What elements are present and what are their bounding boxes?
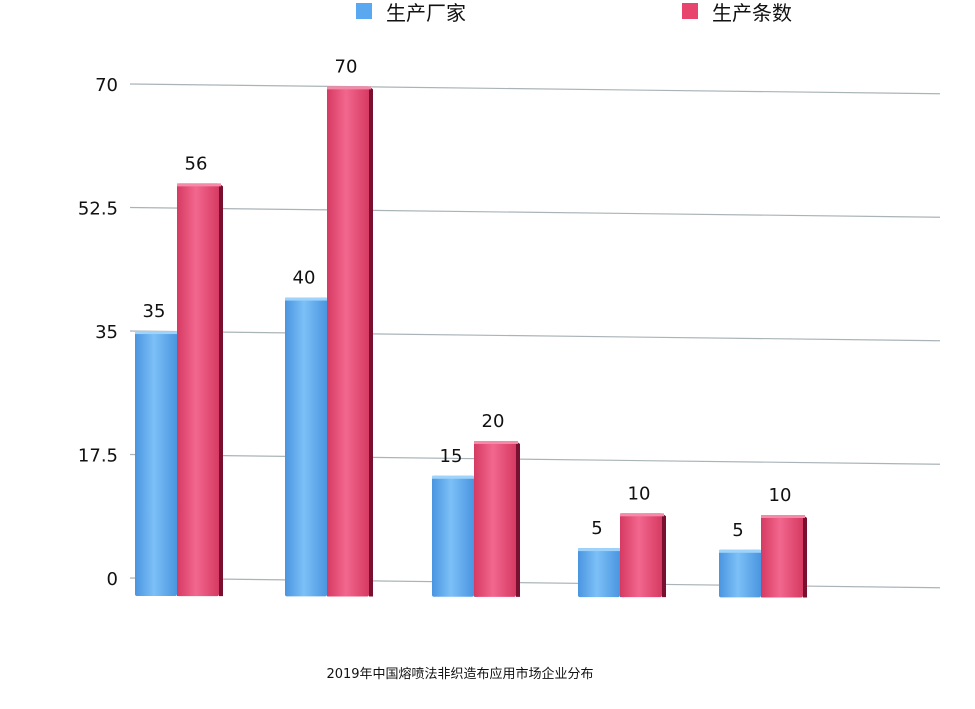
gridline (129, 83, 941, 95)
data-label: 5 (591, 518, 602, 539)
data-label: 5 (732, 520, 743, 541)
gridline (129, 206, 941, 218)
bar-manufacturers-2 (432, 475, 478, 597)
bar-lines-1 (327, 86, 373, 597)
data-label: 56 (185, 153, 208, 174)
data-label: 15 (440, 446, 463, 467)
bar-lines-0 (177, 183, 223, 597)
bar-manufacturers-3 (578, 548, 624, 598)
y-axis: 0 17.5 35 52.5 70 (78, 75, 118, 590)
bar-lines-3 (620, 513, 666, 598)
data-label: 70 (335, 56, 358, 77)
bars (135, 86, 807, 598)
bar-manufacturers-0 (135, 331, 181, 597)
y-tick-label: 17.5 (78, 446, 118, 467)
bar-manufacturers-1 (285, 297, 331, 597)
legend-label: 生产厂家 (386, 1, 466, 25)
data-labels: 35 40 15 5 5 56 70 20 10 10 (143, 56, 792, 540)
data-label: 10 (769, 485, 792, 506)
gridlines (129, 83, 941, 589)
legend-swatch (682, 3, 698, 19)
gridline (129, 330, 941, 342)
y-tick-label: 0 (107, 569, 118, 590)
data-label: 35 (143, 301, 166, 322)
legend-item: 生产厂家 (356, 1, 466, 25)
y-tick-label: 52.5 (78, 199, 118, 220)
bar-lines-2 (474, 440, 520, 597)
gridline (129, 577, 941, 589)
data-label: 10 (628, 483, 651, 504)
bar-manufacturers-4 (719, 549, 765, 598)
data-label: 40 (293, 268, 316, 289)
legend: 生产厂家 生产条数 (356, 1, 792, 25)
legend-item: 生产条数 (682, 1, 792, 25)
data-label: 20 (482, 411, 505, 432)
bar-lines-4 (761, 515, 807, 598)
y-tick-label: 35 (95, 322, 118, 343)
y-tick-label: 70 (95, 75, 118, 96)
legend-swatch (356, 3, 372, 19)
gridline (129, 453, 941, 465)
chart-caption: 2019年中国熔喷法非织造布应用市场企业分布 (326, 666, 593, 682)
legend-label: 生产条数 (712, 1, 792, 25)
